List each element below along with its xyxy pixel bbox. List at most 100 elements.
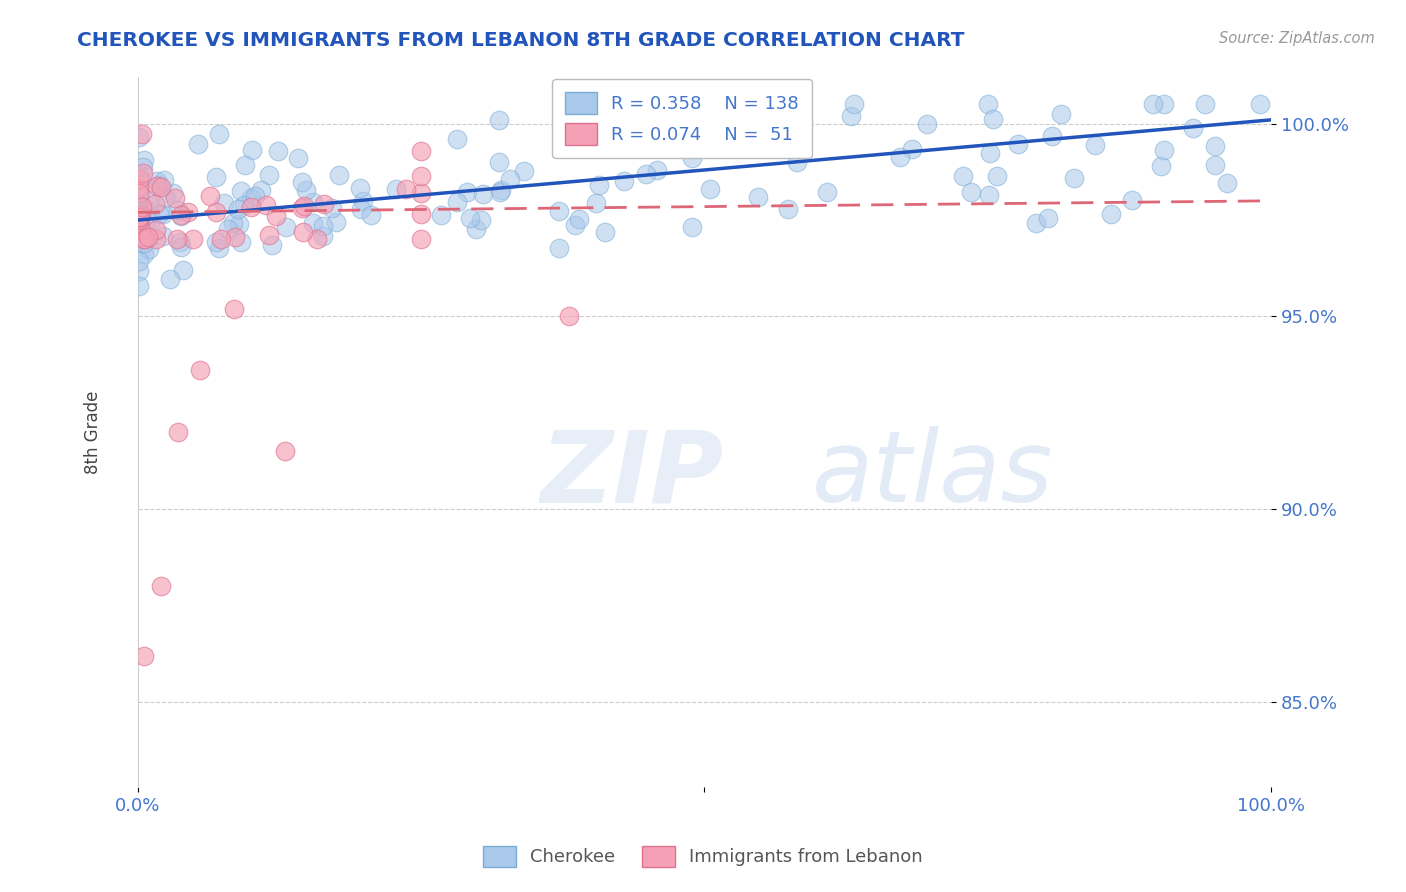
Point (1216, 176, 1239, 190)
Point (148, 178, 170, 192)
Point (1084, 138, 1107, 153)
Point (977, 188, 1000, 202)
Point (291, 175, 314, 189)
Point (1099, 207, 1122, 221)
Point (228, 217, 250, 231)
Point (1142, 97, 1164, 112)
Point (267, 144, 290, 158)
Point (139, 193, 162, 207)
Point (745, 138, 768, 153)
Legend: Cherokee, Immigrants from Lebanon: Cherokee, Immigrants from Lebanon (475, 838, 931, 874)
Point (145, 232, 167, 246)
Legend: R = 0.358    N = 138, R = 0.074    N =  51: R = 0.358 N = 138, R = 0.074 N = 51 (553, 79, 811, 158)
Point (187, 137, 209, 152)
Point (352, 194, 374, 208)
Point (240, 200, 263, 214)
Point (411, 169, 433, 183)
Point (292, 225, 315, 239)
Point (163, 191, 186, 205)
Point (598, 135, 620, 149)
Point (628, 97, 651, 112)
Point (274, 444, 297, 458)
Point (1050, 106, 1073, 120)
Point (128, 212, 150, 227)
Point (260, 238, 283, 252)
Point (131, 201, 153, 215)
Point (1025, 215, 1047, 229)
Point (564, 218, 586, 232)
Point (786, 154, 808, 169)
Point (917, 117, 939, 131)
Point (145, 223, 167, 237)
Point (488, 185, 510, 199)
Point (188, 363, 211, 377)
Point (349, 202, 371, 216)
Point (146, 178, 169, 193)
Point (136, 230, 159, 244)
Point (132, 235, 155, 250)
Point (134, 218, 156, 232)
Point (128, 210, 150, 224)
Point (181, 232, 204, 246)
Point (131, 127, 153, 141)
Point (411, 206, 433, 220)
Point (499, 172, 522, 186)
Point (292, 199, 315, 213)
Point (349, 180, 371, 194)
Point (128, 130, 150, 145)
Point (128, 213, 150, 227)
Point (254, 198, 277, 212)
Text: CHEROKEE VS IMMIGRANTS FROM LEBANON 8TH GRADE CORRELATION CHART: CHEROKEE VS IMMIGRANTS FROM LEBANON 8TH … (77, 31, 965, 50)
Point (128, 181, 150, 195)
Point (131, 166, 153, 180)
Point (173, 263, 195, 277)
Point (209, 232, 232, 246)
Point (783, 99, 806, 113)
Point (411, 186, 433, 201)
Point (136, 202, 159, 217)
Point (842, 97, 865, 112)
Point (488, 154, 510, 169)
Point (240, 191, 263, 205)
Point (681, 151, 703, 165)
Point (1194, 97, 1216, 112)
Point (170, 240, 193, 254)
Point (295, 183, 318, 197)
Point (152, 207, 174, 221)
Point (287, 151, 309, 165)
Point (207, 127, 229, 141)
Point (257, 169, 280, 183)
Point (1121, 193, 1143, 207)
Point (1153, 97, 1175, 112)
Point (456, 185, 478, 199)
Point (159, 271, 181, 285)
Point (312, 219, 335, 233)
Point (709, 97, 731, 112)
Point (981, 112, 1004, 126)
Point (128, 204, 150, 219)
Point (145, 174, 167, 188)
Point (170, 209, 193, 223)
Point (776, 202, 799, 216)
Point (134, 247, 156, 261)
Point (645, 162, 668, 177)
Point (291, 201, 314, 215)
Point (305, 232, 328, 246)
Point (839, 109, 862, 123)
Point (986, 169, 1008, 183)
Point (176, 205, 198, 219)
Point (128, 211, 150, 225)
Point (585, 195, 607, 210)
Point (1204, 158, 1226, 172)
Point (169, 235, 191, 250)
Point (233, 158, 256, 172)
Point (1204, 139, 1226, 153)
Point (205, 235, 228, 249)
Point (129, 208, 152, 222)
Point (128, 212, 150, 227)
Point (166, 202, 188, 217)
Point (1249, 97, 1271, 112)
Point (166, 425, 188, 439)
Point (979, 146, 1001, 161)
Point (141, 212, 163, 227)
